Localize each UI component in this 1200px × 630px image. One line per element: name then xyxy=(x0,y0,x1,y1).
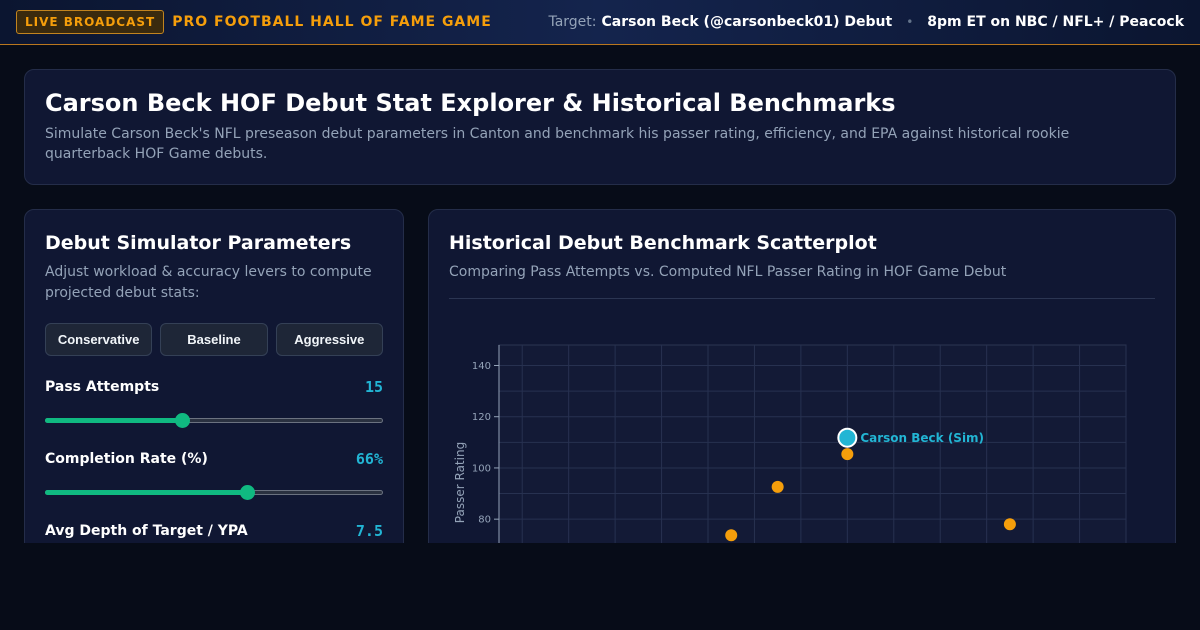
depth-of-target-label: Avg Depth of Target / YPA xyxy=(45,523,248,539)
y-axis-label: Passer Rating xyxy=(453,442,467,523)
historical-debut-point xyxy=(771,480,784,493)
completion-rate-slider-thumb[interactable] xyxy=(239,485,255,500)
simulator-subtitle: Adjust workload & accuracy levers to com… xyxy=(45,264,372,301)
plot-area xyxy=(498,344,1127,543)
preset-baseline-button[interactable]: Baseline xyxy=(160,323,268,356)
y-tick-label: 140 xyxy=(472,361,491,372)
page-description: Simulate Carson Beck's NFL preseason deb… xyxy=(45,126,1070,162)
historical-debut-point xyxy=(725,529,738,542)
scatter-panel: Historical Debut Benchmark Scatterplot C… xyxy=(428,209,1176,543)
benchmark-scatterplot: 80 100 120 140 Passer Rating Carson Beck (Sim… xyxy=(453,344,1127,543)
historical-debut-point xyxy=(1003,518,1016,531)
simulator-title: Debut Simulator Parameters xyxy=(45,232,352,254)
hero-card: Carson Beck HOF Debut Stat Explorer & Hi… xyxy=(24,69,1176,185)
completion-rate-value: 66% xyxy=(355,450,383,468)
broadcast-info: Target: Carson Beck (@carsonbeck01) Debu… xyxy=(548,14,1184,30)
param-completion-rate: Completion Rate (%) 66% xyxy=(45,450,383,500)
y-tick-label: 120 xyxy=(472,412,491,423)
param-depth-of-target: Avg Depth of Target / YPA 7.5 xyxy=(45,522,383,543)
preset-buttons: Conservative Baseline Aggressive xyxy=(45,323,383,356)
pass-attempts-label: Pass Attempts xyxy=(45,379,160,395)
preset-conservative-button[interactable]: Conservative xyxy=(45,323,153,356)
completion-rate-slider[interactable] xyxy=(45,484,383,500)
broadcast-schedule: 8pm ET on NBC / NFL+ / Peacock xyxy=(927,14,1184,30)
page-title: Carson Beck HOF Debut Stat Explorer & Hi… xyxy=(45,89,896,117)
live-broadcast-badge: LIVE BROADCAST xyxy=(16,10,165,34)
target-label: Target: xyxy=(548,14,597,30)
scatter-divider xyxy=(449,298,1155,299)
depth-of-target-value: 7.5 xyxy=(355,522,383,540)
target-value: Carson Beck (@carsonbeck01) Debut xyxy=(601,14,893,30)
simulator-panel: Debut Simulator Parameters Adjust worklo… xyxy=(24,209,404,543)
preset-aggressive-button[interactable]: Aggressive xyxy=(275,323,383,356)
carson-beck-sim-point xyxy=(837,427,858,448)
pass-attempts-slider[interactable] xyxy=(45,412,383,428)
pass-attempts-value: 15 xyxy=(364,378,383,396)
historical-debut-point xyxy=(841,448,854,461)
separator-dot: • xyxy=(906,15,914,29)
completion-rate-label: Completion Rate (%) xyxy=(45,451,208,467)
broadcast-bar: LIVE BROADCAST PRO FOOTBALL HALL OF FAME… xyxy=(0,0,1200,45)
pass-attempts-slider-thumb[interactable] xyxy=(174,413,190,428)
event-title: PRO FOOTBALL HALL OF FAME GAME xyxy=(172,14,492,30)
scatter-subtitle: Comparing Pass Attempts vs. Computed NFL… xyxy=(449,264,1007,280)
param-pass-attempts: Pass Attempts 15 xyxy=(45,378,383,428)
carson-beck-sim-label: Carson Beck (Sim) xyxy=(860,431,984,445)
y-tick-label: 100 xyxy=(472,463,491,474)
scatter-chart-wrap: 80 100 120 140 Passer Rating Carson Beck (Sim… xyxy=(449,299,1155,543)
main-content[interactable]: Carson Beck HOF Debut Stat Explorer & Hi… xyxy=(0,46,1200,543)
y-tick-label: 80 xyxy=(478,515,491,526)
scatter-title: Historical Debut Benchmark Scatterplot xyxy=(449,232,877,254)
